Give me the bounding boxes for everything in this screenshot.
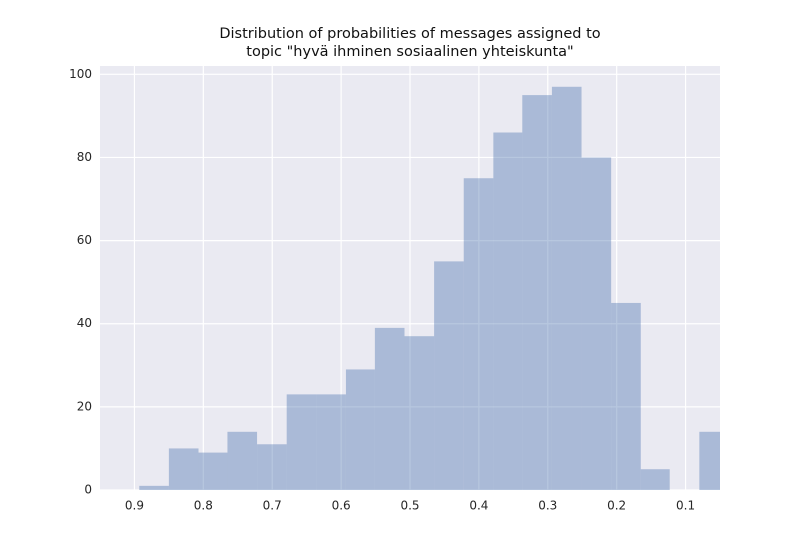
bar: [139, 485, 169, 490]
bars: [139, 86, 720, 490]
x-tick-label: 0.1: [676, 499, 695, 513]
bar: [640, 469, 670, 490]
y-tick-label: 0: [84, 483, 92, 497]
bar: [198, 452, 228, 490]
bar: [463, 178, 494, 490]
chart-title: Distribution of probabilities of message…: [219, 26, 600, 42]
bar: [286, 394, 317, 490]
x-tick-label: 0.8: [194, 499, 213, 513]
bar: [434, 261, 464, 490]
x-tick-label: 0.4: [469, 499, 488, 513]
bar: [257, 444, 287, 490]
bar: [611, 302, 641, 490]
x-tick-label: 0.7: [263, 499, 282, 513]
bar: [699, 431, 720, 490]
x-tick-label: 0.9: [125, 499, 144, 513]
x-tick-label: 0.2: [607, 499, 626, 513]
bar: [404, 336, 435, 490]
bar: [168, 448, 199, 490]
x-tick-label: 0.3: [538, 499, 557, 513]
bar: [227, 431, 258, 490]
bar: [551, 86, 582, 490]
bar: [345, 369, 375, 490]
bar: [374, 327, 405, 490]
y-tick-label: 100: [69, 67, 92, 81]
bar: [522, 95, 552, 490]
y-tick-label: 60: [77, 233, 92, 247]
bar: [581, 157, 612, 490]
x-tick-label: 0.6: [332, 499, 351, 513]
grid: [100, 66, 720, 491]
y-tick-label: 80: [77, 150, 92, 164]
bar: [493, 132, 523, 490]
x-tick-label: 0.5: [400, 499, 419, 513]
chart-title: topic "hyvä ihminen sosiaalinen yhteisku…: [246, 44, 573, 60]
y-tick-label: 40: [77, 316, 92, 330]
bar: [316, 394, 346, 490]
y-tick-label: 20: [77, 399, 92, 413]
